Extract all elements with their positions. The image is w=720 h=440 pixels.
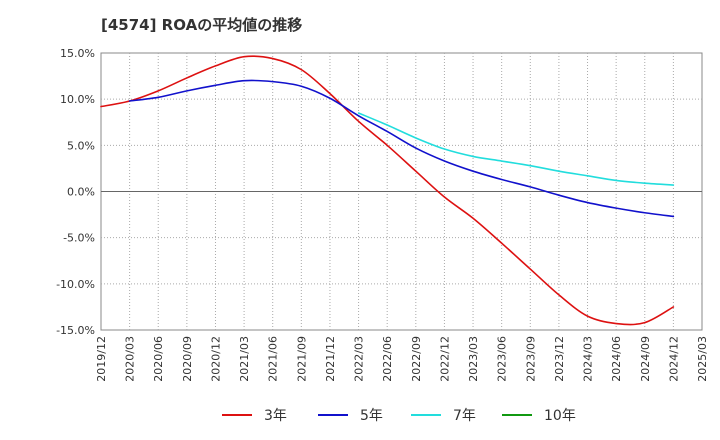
x-tick-label: 2022/12	[438, 336, 451, 382]
series-line-3	[357, 112, 675, 186]
legend-label-4: 10年	[544, 408, 576, 424]
x-tick-label: 2021/09	[295, 336, 308, 382]
series-line-2	[128, 79, 675, 218]
x-axis-ticks: 2019/12 2020/03 2020/06 2020/09 2020/12 2021/…	[95, 336, 709, 382]
x-tick-label: 2023/03	[467, 336, 480, 382]
y-tick-label: 10.0%	[60, 93, 95, 106]
x-tick-label: 2023/06	[496, 336, 509, 382]
legend-label-2: 5年	[360, 408, 383, 424]
legend-label-3: 7年	[453, 408, 476, 424]
x-tick-label: 2022/06	[381, 336, 394, 382]
series-line-1	[100, 55, 675, 326]
x-tick-label: 2025/03	[696, 336, 709, 382]
x-tick-label: 2024/03	[582, 336, 595, 382]
x-tick-label: 2023/09	[524, 336, 537, 382]
chart-title: [4574] ROAの平均値の推移	[101, 16, 303, 34]
y-tick-label: -10.0%	[56, 278, 95, 291]
series-lines	[100, 55, 675, 326]
y-tick-label: 0.0%	[67, 186, 95, 199]
y-tick-label: 15.0%	[60, 47, 95, 60]
x-tick-label: 2020/12	[209, 336, 222, 382]
legend-label-1: 3年	[264, 408, 287, 424]
x-tick-label: 2022/09	[410, 336, 423, 382]
x-tick-label: 2021/03	[238, 336, 251, 382]
y-tick-label: -15.0%	[56, 324, 95, 337]
x-tick-label: 2020/09	[181, 336, 194, 382]
grid-lines	[101, 53, 702, 330]
legend: 3年 5年 7年 10年	[222, 408, 576, 424]
x-tick-label: 2024/12	[667, 336, 680, 382]
y-tick-label: -5.0%	[63, 232, 95, 245]
x-tick-label: 2021/12	[324, 336, 337, 382]
x-tick-label: 2022/03	[353, 336, 366, 382]
x-tick-label: 2021/06	[267, 336, 280, 382]
x-tick-label: 2019/12	[95, 336, 108, 382]
x-tick-label: 2023/12	[553, 336, 566, 382]
x-tick-label: 2020/03	[124, 336, 137, 382]
y-axis-ticks: -15.0% -10.0% -5.0% 0.0% 5.0% 10.0% 15.0%	[56, 47, 95, 337]
x-tick-label: 2024/09	[639, 336, 652, 382]
x-tick-label: 2020/06	[152, 336, 165, 382]
y-tick-label: 5.0%	[67, 139, 95, 152]
x-tick-label: 2024/06	[610, 336, 623, 382]
